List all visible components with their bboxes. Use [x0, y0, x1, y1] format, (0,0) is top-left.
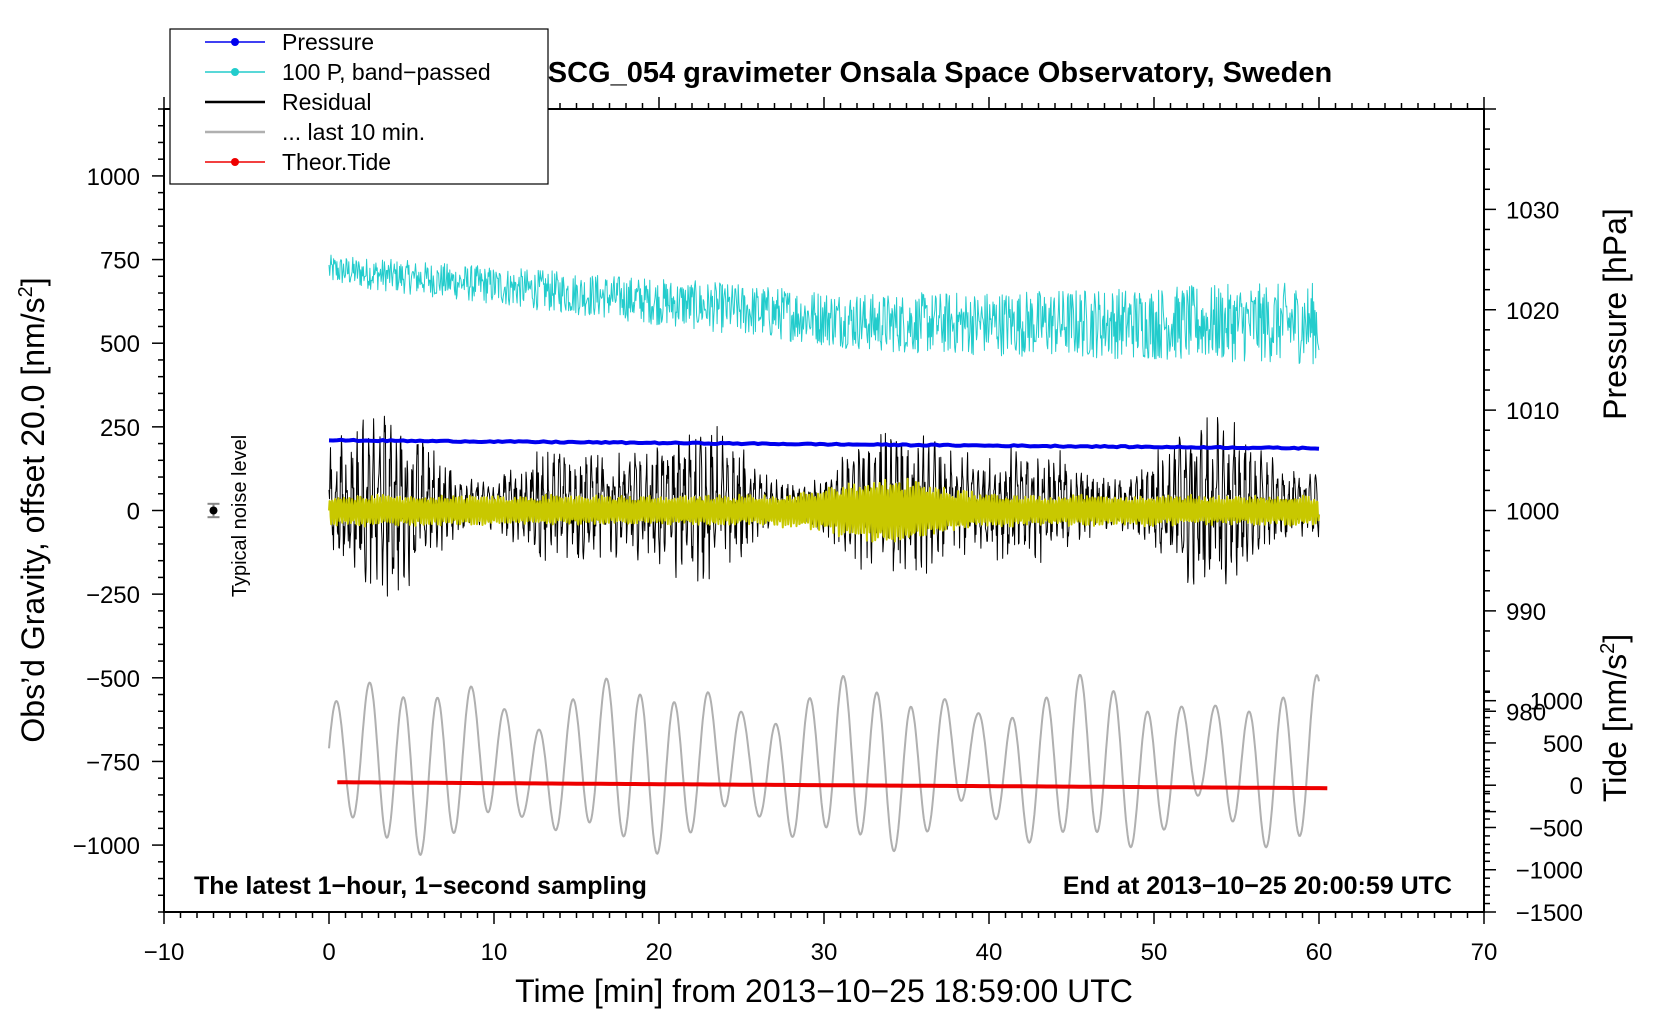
x-tick-label: −10 — [144, 939, 185, 966]
y-tick-label-left: 0 — [127, 499, 140, 526]
legend-label: 100 P, band−passed — [282, 59, 491, 85]
noise-marker — [207, 502, 220, 519]
x-tick-label: 70 — [1471, 939, 1498, 966]
y-tick-label-left: −750 — [86, 749, 140, 776]
legend-marker — [231, 68, 239, 76]
x-tick-label: 60 — [1306, 939, 1333, 966]
end-time-note: End at 2013−10−25 20:00:59 UTC — [1063, 872, 1452, 900]
legend-label: Pressure — [282, 29, 374, 55]
y-tick-label-tide: 500 — [1543, 731, 1583, 758]
y-axis-title-left-end: ] — [15, 277, 51, 286]
x-tick-label: 10 — [481, 939, 508, 966]
y-tick-label-tide: −500 — [1529, 815, 1583, 842]
x-tick-label: 30 — [811, 939, 838, 966]
series-band-passed-pressure — [328, 254, 1320, 365]
series-pressure — [328, 437, 1320, 451]
y-ticks-left: 1000 750 500 250 0 −250 −500 −750 −1000 — [73, 108, 164, 913]
y-axis-title-tide-end: ] — [1597, 634, 1633, 643]
x-axis-title: Time [min] from 2013−10−25 18:59:00 UTC — [515, 973, 1133, 1009]
y-tick-label-left: −250 — [86, 582, 140, 609]
y-axis-title-left-main: Obs’d Gravity, offset 20.0 [nm/s — [15, 297, 51, 742]
y-tick-label-pressure: 1010 — [1506, 398, 1559, 425]
series-last-10-min — [328, 673, 1320, 856]
sampling-note: The latest 1−hour, 1−second sampling — [194, 872, 647, 900]
y-tick-label-pressure: 980 — [1506, 699, 1546, 726]
y-tick-label-left: 250 — [100, 415, 140, 442]
noise-point — [209, 506, 218, 515]
y-axis-title-tide-main: Tide [nm/s — [1597, 654, 1633, 802]
legend: Pressure 100 P, band−passed Residual ... la… — [169, 28, 549, 185]
series-layer — [328, 254, 1328, 856]
y-ticks-pressure: 1030 1020 1010 1000 990 980 — [1484, 108, 1559, 813]
y-axis-title-left: Obs’d Gravity, offset 20.0 [nm/s2] — [15, 277, 51, 742]
legend-marker — [231, 38, 239, 46]
y-tick-label-tide: −1000 — [1516, 858, 1583, 885]
y-tick-label-tide: 1000 — [1530, 689, 1583, 716]
y-tick-label-pressure: 990 — [1506, 599, 1546, 626]
x-tick-label: 0 — [322, 939, 335, 966]
legend-label: ... last 10 min. — [282, 119, 425, 145]
x-tick-label: 50 — [1141, 939, 1168, 966]
y-tick-label-left: 750 — [100, 248, 140, 275]
y-axis-title-tide-sup: 2 — [1597, 643, 1619, 654]
y-tick-label-pressure: 1020 — [1506, 298, 1559, 325]
legend-box — [169, 28, 549, 185]
y-tick-label-pressure: 1000 — [1506, 499, 1559, 526]
legend-label: Residual — [282, 89, 372, 115]
noise-level-label: Typical noise level — [229, 435, 251, 597]
y-tick-label-tide: 0 — [1570, 773, 1583, 800]
y-tick-label-left: −1000 — [73, 833, 140, 860]
y-axis-title-tide: Tide [nm/s2] — [1597, 634, 1633, 802]
y-tick-label-left: −500 — [86, 666, 140, 693]
x-tick-label: 40 — [976, 939, 1003, 966]
chart-title: SCG_054 gravimeter Onsala Space Observat… — [548, 57, 1332, 89]
y-tick-label-tide: −1500 — [1516, 900, 1583, 927]
series-residual-band-passed — [328, 477, 1320, 543]
series-theoretical-tide — [337, 780, 1328, 791]
y-ticks-tide: 1000 500 0 −500 −1000 −1500 — [1484, 689, 1583, 927]
y-tick-label-left: 500 — [100, 331, 140, 358]
legend-label: Theor.Tide — [282, 149, 391, 175]
y-tick-label-pressure: 1030 — [1506, 197, 1559, 224]
y-tick-label-left: 1000 — [87, 164, 140, 191]
legend-marker — [231, 158, 239, 166]
y-axis-title-left-sup: 2 — [15, 286, 37, 297]
x-tick-label: 20 — [646, 939, 673, 966]
x-ticks: −10 0 10 20 30 40 50 60 70 — [144, 97, 1498, 966]
y-axis-title-pressure: Pressure [hPa] — [1597, 208, 1633, 420]
